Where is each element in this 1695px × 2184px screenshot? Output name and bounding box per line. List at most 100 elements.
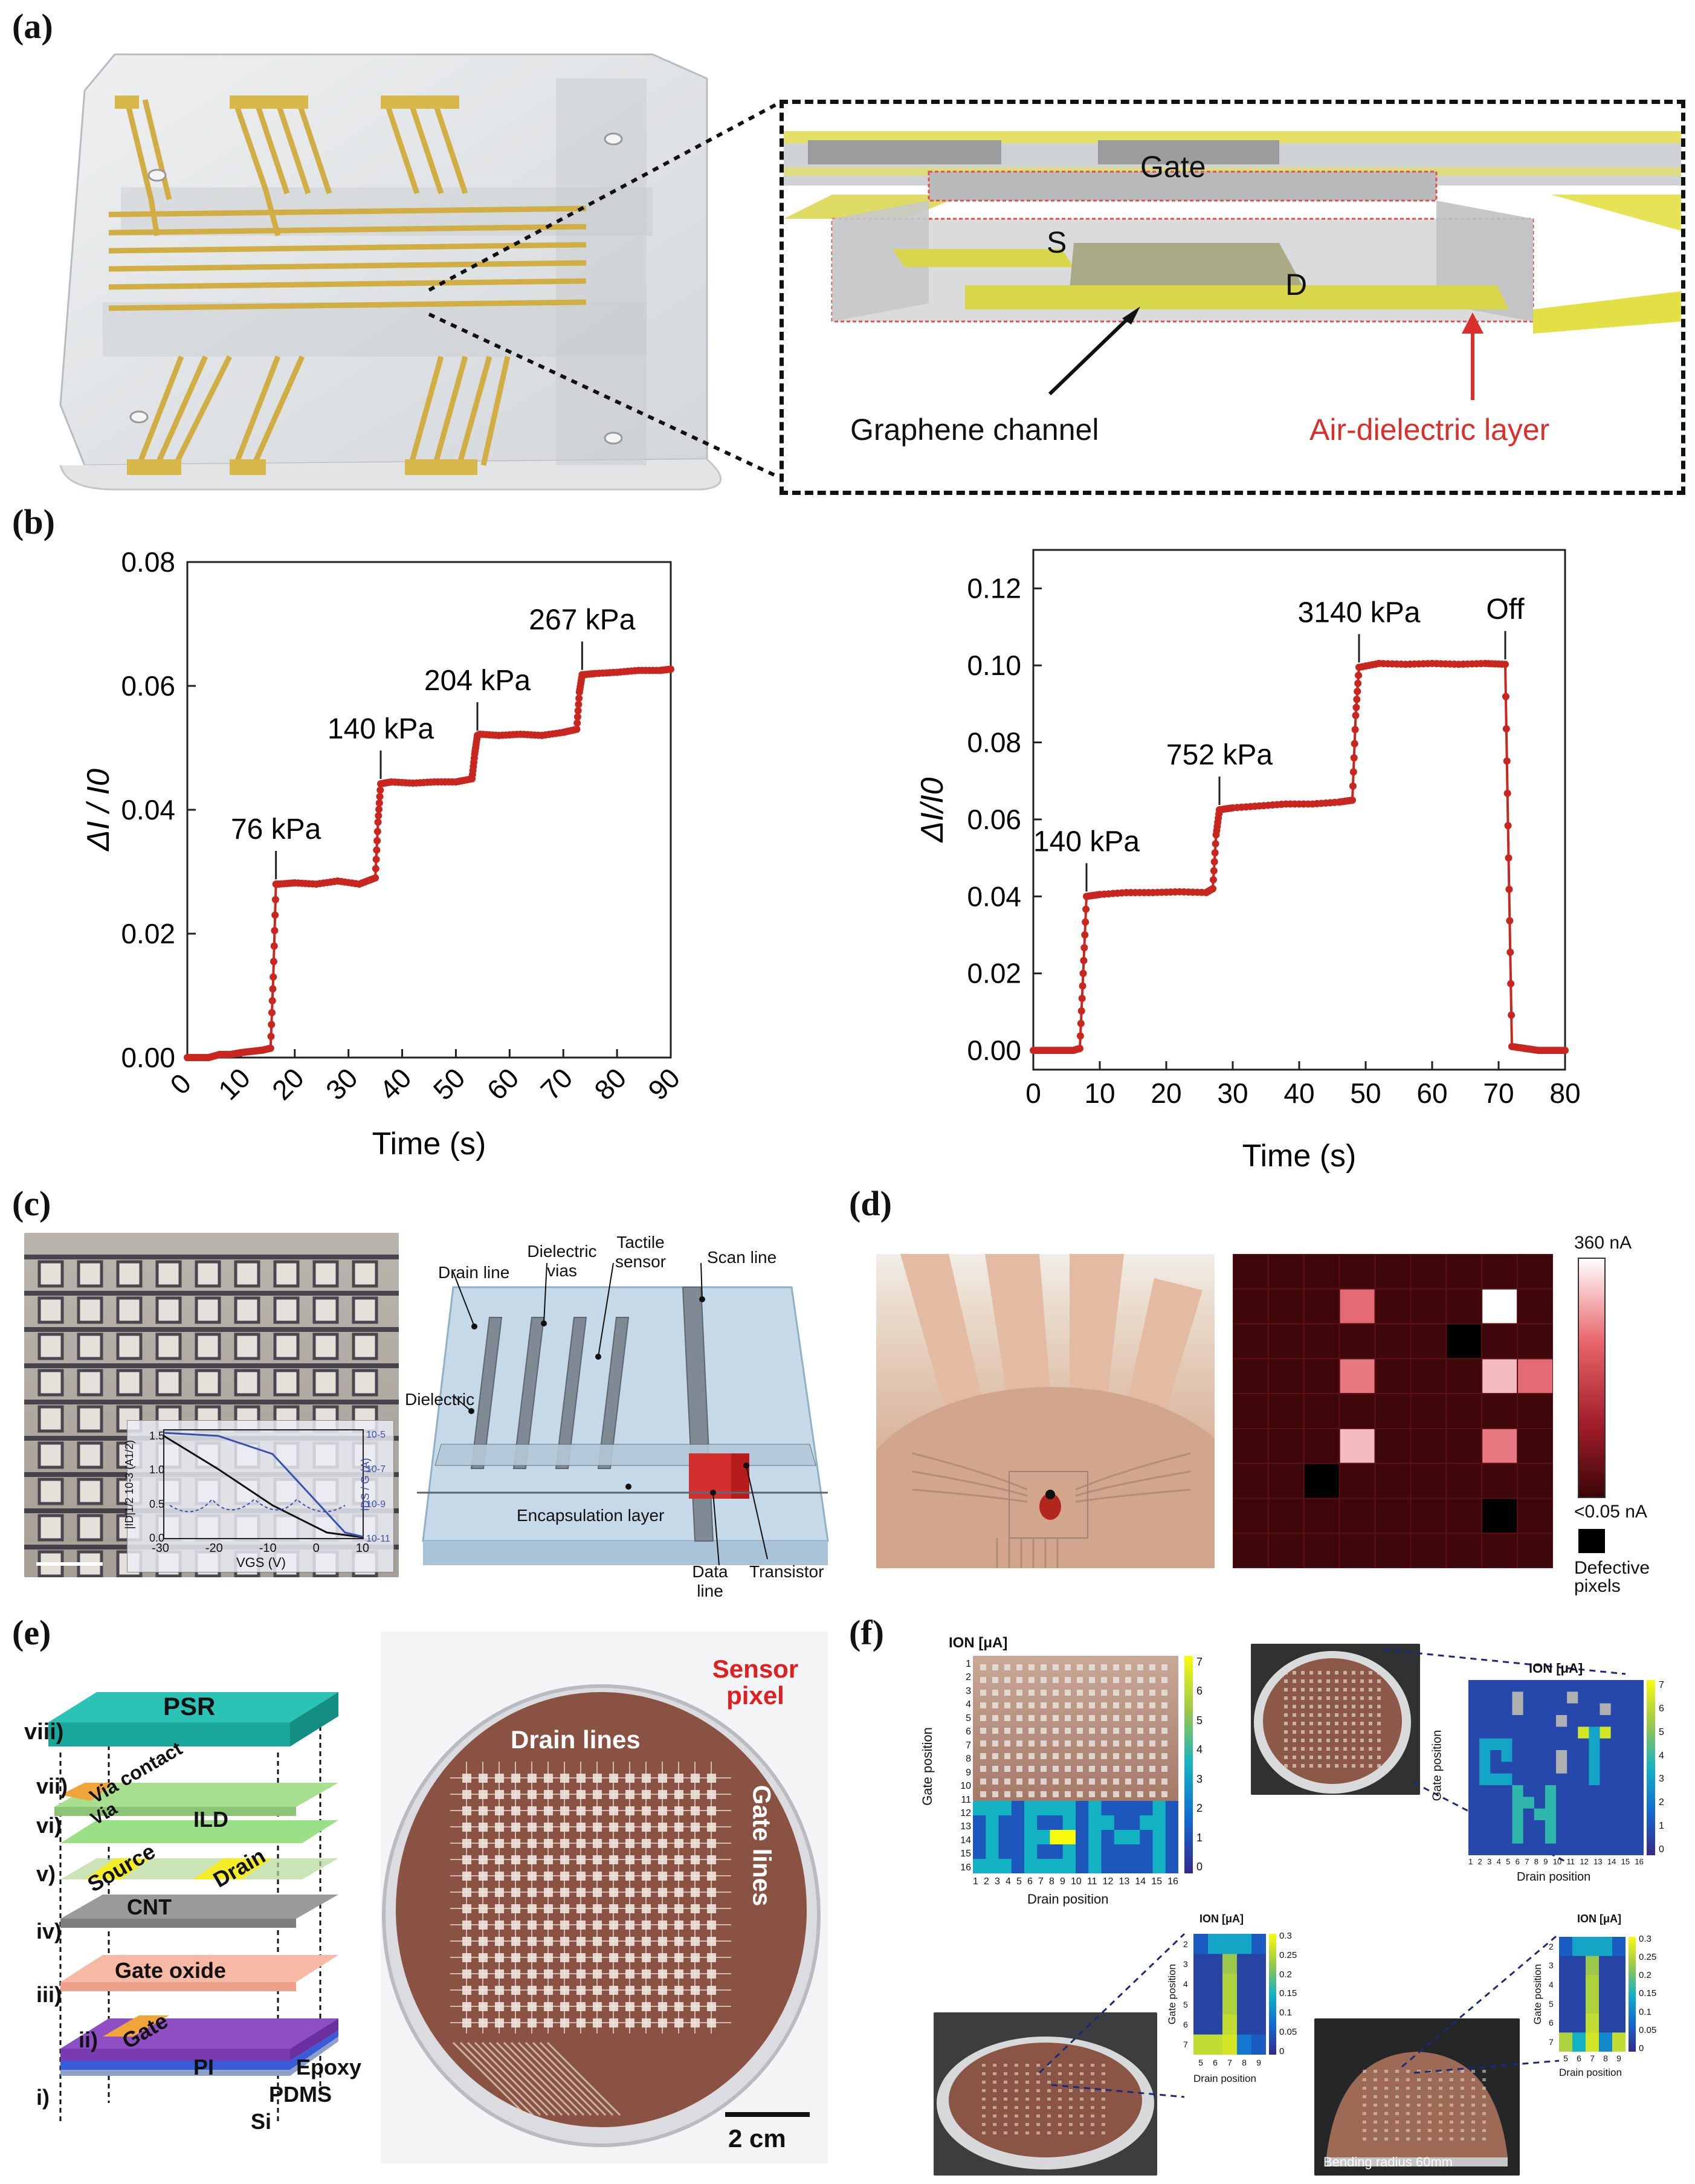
f-tr-pixel (1309, 1705, 1313, 1708)
f-tr-pixel (1293, 1696, 1296, 1700)
f-bl-pixel (982, 2115, 986, 2118)
f-tl-pixel (1065, 1702, 1071, 1708)
f-bl-heat-cell (1193, 1954, 1209, 1975)
data-point (270, 973, 277, 981)
f-bl-pixel (1015, 2089, 1018, 2092)
f-tr-cell (1523, 1691, 1535, 1704)
f-tl-cell (1024, 1830, 1038, 1845)
f-tr-pixel (1326, 1696, 1330, 1700)
f-tl-cell (973, 1859, 986, 1873)
f-tr-cell (1567, 1843, 1578, 1855)
f-tr-cell (1632, 1773, 1644, 1786)
f-tr-pixel (1293, 1739, 1296, 1742)
f-tr-cell (1589, 1715, 1600, 1727)
f-tl-cell (1152, 1859, 1166, 1873)
f-tr-cell (1479, 1820, 1491, 1832)
f-tl-pixel (1101, 1791, 1107, 1797)
data-point (267, 1032, 275, 1040)
f-tr-cbar-tick: 2 (1659, 1797, 1664, 1808)
data-point (271, 896, 279, 903)
f-tr-cell (1512, 1820, 1524, 1832)
scan-line-label: Scan line (707, 1248, 777, 1267)
heatmap-cell (1303, 1533, 1340, 1568)
f-br-heat-cell (1612, 1937, 1626, 1957)
f-tl-cell (1062, 1859, 1076, 1873)
f-bl-heat-cell (1237, 1994, 1252, 2015)
f-tl-pixel (1077, 1740, 1083, 1746)
f-tr-cell (1479, 1727, 1491, 1739)
f-bl-heat-cell (1222, 2034, 1238, 2055)
data-point (372, 856, 380, 863)
colorbar-min: <0.05 nA (1574, 1502, 1647, 1522)
heatmap-cell (1233, 1533, 1269, 1568)
f-tl-pixel (1004, 1702, 1010, 1708)
f-tr-pixel (1343, 1730, 1347, 1734)
f-bl-pixel (1069, 2106, 1073, 2109)
gold-traces (108, 99, 587, 467)
f-tr-cell (1632, 1843, 1644, 1855)
f-tr-pixel (1377, 1679, 1381, 1683)
f-tl-cell (1101, 1801, 1115, 1816)
f-tl-pixel (1137, 1791, 1143, 1797)
f-tr-pixel (1352, 1730, 1355, 1734)
f-tl-pixel (1113, 1690, 1119, 1696)
f-tr-cell (1501, 1785, 1513, 1797)
heatmap-cell (1338, 1288, 1376, 1325)
f-tl-ytick: 12 (960, 1808, 971, 1818)
f-tr-cell (1479, 1703, 1491, 1716)
f-tl-cell (1024, 1815, 1038, 1830)
f-tr-pixel (1369, 1713, 1372, 1717)
f-bl-pixel (993, 2064, 996, 2067)
f-tr-cell (1512, 1691, 1524, 1704)
f-bl-cbar-ticks: 0.3 0.25 0.2 0.15 0.1 0.05 0 (1279, 1931, 1297, 2056)
f-bl-heat-cell (1237, 2014, 1252, 2035)
f-tl-pixel (980, 1702, 986, 1708)
data-point (1076, 1044, 1083, 1052)
air-dielectric-label: Air-dielectric layer (1309, 413, 1550, 447)
f-tr-colorbar (1647, 1680, 1655, 1855)
data-point (372, 874, 379, 882)
pressure-heatmap (1233, 1254, 1553, 1568)
f-br-pixel (1471, 2137, 1475, 2140)
f-tl-pixel (992, 1791, 998, 1797)
y-axis-label: ΔI / I0 (81, 769, 116, 852)
f-tr-xtick: 7 (1525, 1857, 1529, 1866)
f-tl-pixel (1028, 1715, 1035, 1721)
layer-num-i: i) (36, 2085, 50, 2110)
f-tl-pixel (1101, 1715, 1107, 1721)
f-tr-pixel (1335, 1764, 1338, 1768)
f-bl-pixel (1025, 2123, 1029, 2126)
f-tl-pixel (1149, 1779, 1155, 1785)
f-br-pixel (1417, 2112, 1421, 2115)
f-tr-cell (1589, 1797, 1600, 1809)
f-tr-cell (1556, 1715, 1567, 1727)
f-tr-cell (1534, 1715, 1546, 1727)
f-tr-cbar-tick: 6 (1659, 1703, 1664, 1714)
f-tr-cell (1512, 1738, 1524, 1751)
f-br-zoom-lines (1401, 1933, 1560, 2074)
f-bl-pixel (1091, 2072, 1094, 2075)
heatmap-cell (1410, 1358, 1447, 1395)
data-point (1082, 918, 1090, 926)
f-br-xtick: 9 (1616, 2053, 1621, 2063)
f-tr-cell (1556, 1797, 1567, 1809)
y-tick-label: 0.00 (967, 1035, 1021, 1066)
f-tr-cell (1501, 1715, 1513, 1727)
f-bl-pixel (1069, 2072, 1073, 2075)
f-tr-cell (1490, 1715, 1502, 1727)
f-br-pixel (1428, 2121, 1432, 2124)
data-point (270, 942, 278, 950)
f-tr-pixel (1360, 1739, 1364, 1742)
f-br-pixel (1461, 2104, 1464, 2107)
f-tl-pixel (1125, 1740, 1131, 1746)
data-point (268, 1009, 276, 1016)
f-br-pixel (1461, 2070, 1464, 2073)
f-tl-pixel (1016, 1690, 1022, 1696)
data-point (1502, 661, 1509, 668)
data-point (1077, 1019, 1085, 1027)
f-tr-cell (1578, 1680, 1589, 1692)
zoom-inset: Gate S D Graphene channel Air-dielectric… (780, 100, 1685, 495)
f-tr-xtick: 1 (1468, 1857, 1473, 1866)
defective-label: Defective pixels (1574, 1558, 1650, 1596)
f-tr-xtick: 16 (1635, 1857, 1644, 1866)
